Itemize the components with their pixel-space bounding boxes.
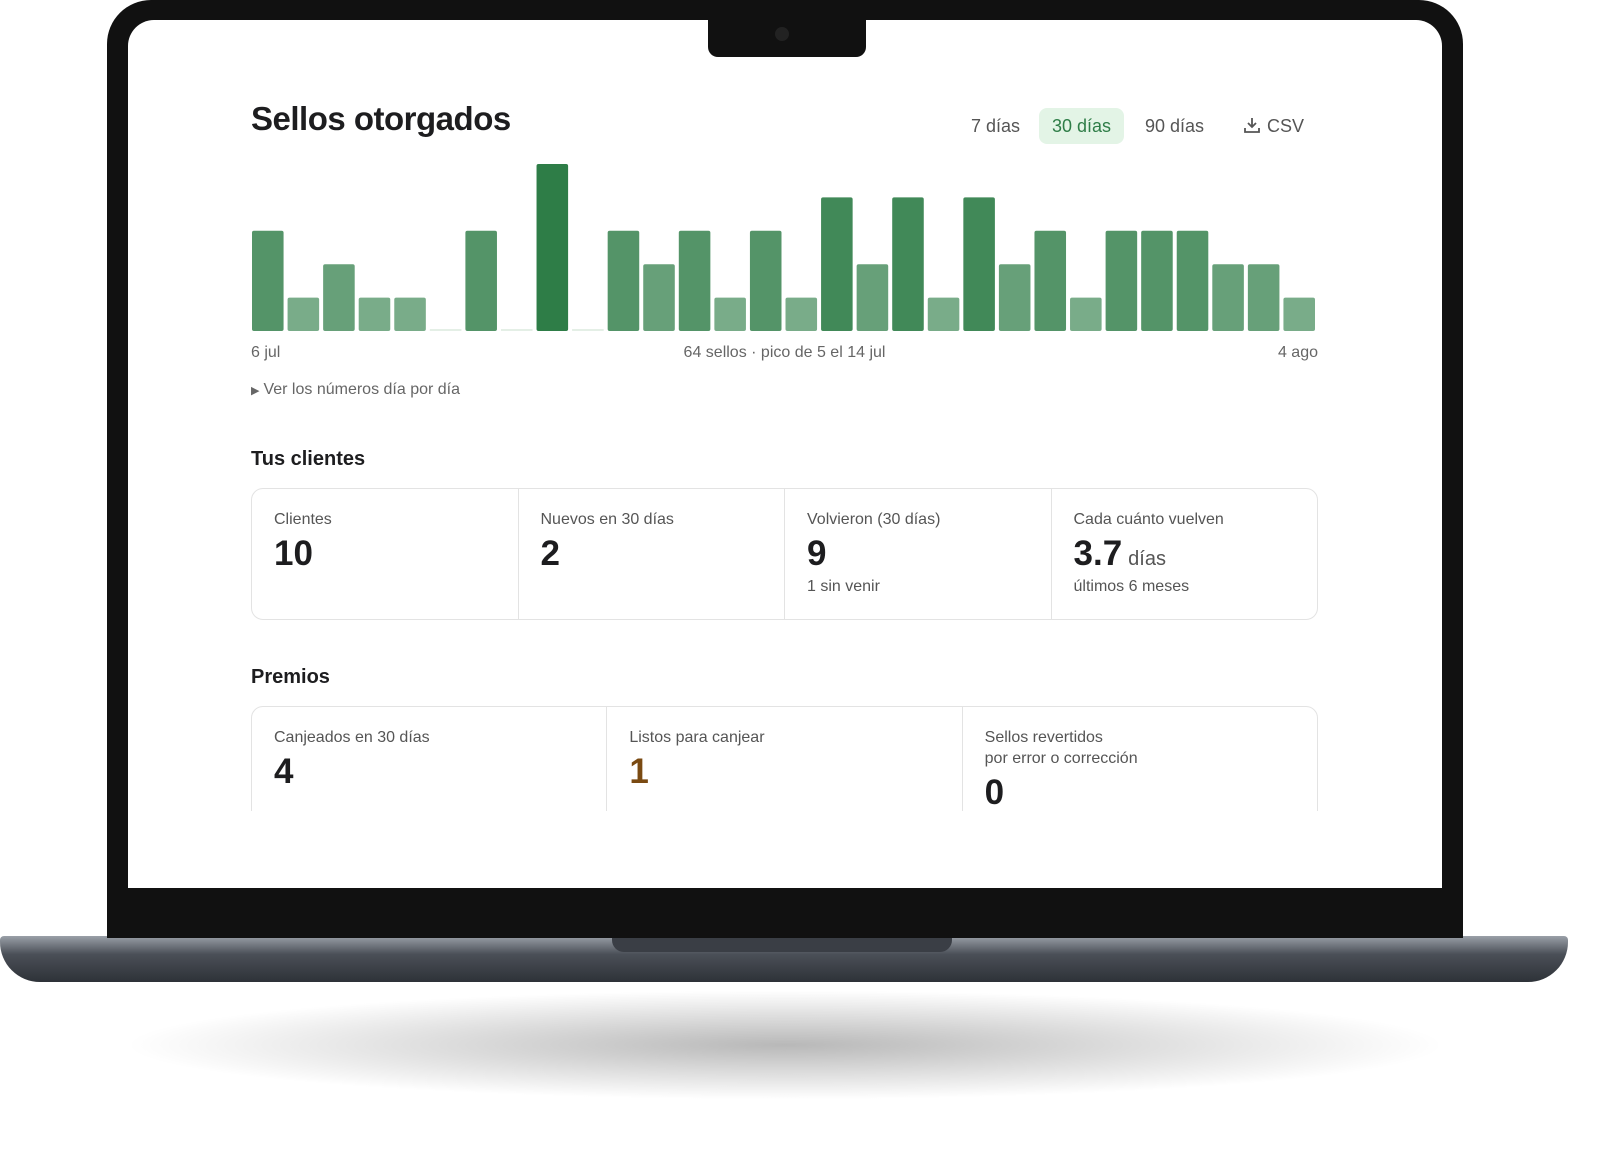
bar	[785, 297, 818, 331]
section-title: Premios	[251, 666, 330, 688]
range-button[interactable]: 7 días	[971, 116, 1021, 136]
bar	[465, 230, 497, 331]
camera	[775, 27, 789, 41]
range-button[interactable]: 90 días	[1145, 116, 1205, 136]
bar	[1105, 230, 1138, 331]
stat-card: Cada cuánto vuelven 3.7 días últimos 6 mese…	[1050, 489, 1318, 619]
bar	[1247, 264, 1280, 331]
stat-value: 9	[807, 534, 827, 573]
bar	[927, 297, 960, 331]
download-icon	[1244, 118, 1260, 133]
bar	[1283, 297, 1315, 331]
stat-card: Nuevos en 30 días 2	[517, 489, 785, 619]
stat-label: Volvieron (30 días)	[807, 511, 941, 528]
stat-label: Sellos revertidos	[984, 729, 1103, 746]
stat-value: 3.7	[1073, 534, 1123, 573]
export-button[interactable]: CSV	[1230, 108, 1317, 144]
bar	[358, 297, 391, 331]
stat-label: por error o corrección	[984, 750, 1138, 767]
bar	[714, 297, 746, 331]
bar	[998, 264, 1031, 331]
details-toggle[interactable]: ▶ Ver los números día por día	[251, 381, 461, 398]
screen: Sellos otorgados 7 días 30 días 90 días …	[128, 20, 1442, 888]
stat-value: 2	[540, 534, 560, 573]
stat-card: Listos para canjear 1	[606, 707, 961, 811]
chart-summary: 64 sellos · pico de 5 el 14 jul	[683, 344, 886, 361]
bar	[323, 264, 355, 331]
bar	[749, 230, 782, 331]
x-start-label: 6 jul	[251, 344, 281, 361]
bar	[1034, 230, 1067, 331]
bar	[1070, 297, 1102, 331]
stat-label: Clientes	[274, 511, 332, 528]
x-end-label: 4 ago	[1277, 344, 1318, 361]
clients-cards: Clientes 10 Nuevos en 30 días 2 Volvieron …	[251, 488, 1318, 620]
bar	[252, 230, 284, 331]
bar	[536, 164, 569, 331]
export-label: CSV	[1267, 116, 1305, 136]
bar	[643, 264, 675, 331]
bar	[607, 230, 640, 331]
stat-label: Cada cuánto vuelven	[1073, 511, 1224, 528]
bar-empty	[500, 329, 533, 331]
bar	[678, 230, 711, 331]
bar	[287, 297, 320, 331]
bar	[394, 297, 426, 331]
bar	[821, 197, 853, 331]
stat-value: 1	[629, 752, 649, 791]
stat-card: Canjeados en 30 días 4	[252, 707, 606, 811]
section-title: Tus clientes	[251, 448, 366, 470]
bar-empty	[429, 329, 462, 331]
stat-card: Volvieron (30 días) 9 1 sin venir	[784, 489, 1051, 619]
stat-note: 1 sin venir	[807, 578, 880, 595]
bar	[1176, 230, 1209, 331]
stat-label: Canjeados en 30 días	[274, 729, 430, 746]
bar	[963, 197, 995, 331]
shadow	[120, 990, 1450, 1100]
stat-label: Nuevos en 30 días	[540, 511, 674, 528]
bar	[892, 197, 924, 331]
stat-value-row: 3.7 días	[1074, 534, 1296, 574]
stat-card: Sellos revertidos por error o corrección 0	[961, 707, 1317, 811]
range-button-active[interactable]: 30 días	[1039, 108, 1125, 144]
stat-card: Clientes 10	[252, 489, 518, 619]
laptop-hinge-notch	[612, 936, 952, 952]
rewards-cards: Canjeados en 30 días 4 Listos para canjea…	[251, 706, 1318, 811]
bar-empty	[572, 329, 604, 331]
stat-label: Listos para canjear	[629, 729, 765, 746]
stat-unit: días	[1128, 548, 1166, 570]
bar	[1141, 230, 1173, 331]
page-title: Sellos otorgados	[251, 100, 511, 137]
stat-value: 0	[984, 773, 1005, 811]
dashboard: Sellos otorgados 7 días 30 días 90 días …	[128, 20, 1442, 811]
stat-value: 4	[274, 752, 294, 791]
camera-notch	[708, 20, 866, 57]
bar-chart	[252, 164, 1315, 331]
details-toggle-label: Ver los números día por día	[263, 381, 461, 398]
bar	[1212, 264, 1244, 331]
stat-value: 10	[274, 534, 313, 573]
stat-note: últimos 6 meses	[1073, 578, 1190, 595]
bar	[856, 264, 889, 331]
